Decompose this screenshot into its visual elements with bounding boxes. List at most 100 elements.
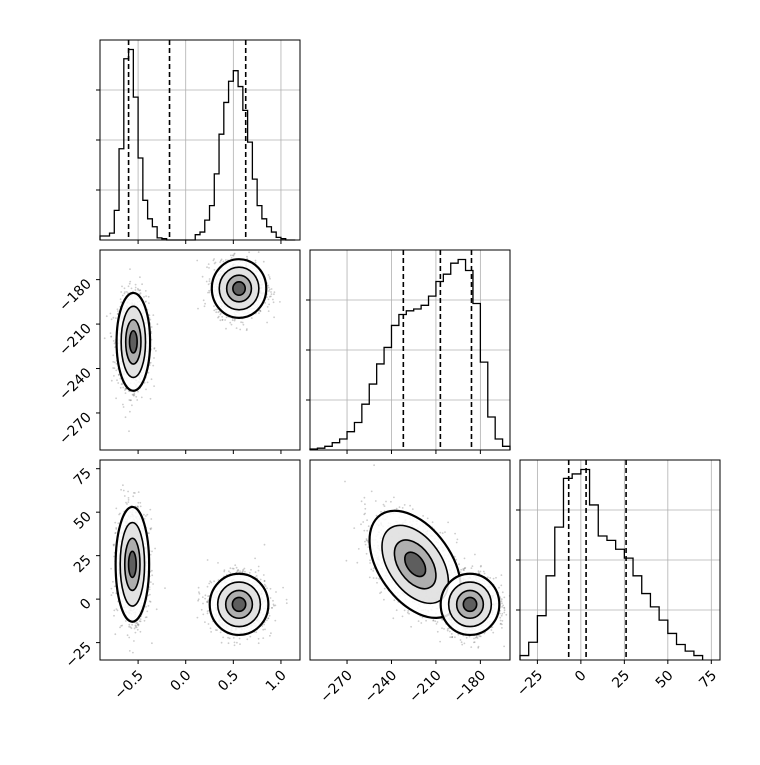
scatter-point [134, 492, 136, 494]
scatter-point [204, 303, 206, 305]
scatter-point [131, 288, 133, 290]
scatter-point [113, 375, 115, 377]
scatter-point [234, 564, 236, 566]
scatter-point [151, 378, 153, 380]
scatter-point [148, 372, 150, 374]
scatter-point [137, 502, 139, 504]
scatter-point [150, 518, 152, 520]
scatter-point [156, 608, 158, 610]
density-contours-0 [117, 293, 151, 391]
scatter-point [208, 263, 210, 265]
scatter-point [122, 404, 124, 406]
scatter-point [123, 406, 125, 408]
scatter-point [117, 522, 119, 524]
scatter-point [132, 495, 134, 497]
scatter-point [129, 650, 131, 652]
scatter-point [135, 284, 137, 286]
corner-plot-root [96, 40, 720, 664]
scatter-point [114, 361, 116, 363]
contour-level-3 [233, 282, 245, 295]
scatter-point [273, 293, 275, 295]
scatter-point [271, 288, 273, 290]
scatter-point [129, 283, 131, 285]
scatter-point [135, 289, 137, 291]
scatter-point [115, 317, 117, 319]
scatter-point [131, 624, 133, 626]
scatter-point [149, 319, 151, 321]
scatter-point [135, 632, 137, 634]
scatter-point [157, 323, 159, 325]
scatter-point [209, 580, 211, 582]
scatter-point [151, 326, 153, 328]
scatter-point [135, 396, 137, 398]
scatter-point [110, 568, 112, 570]
scatter-point [121, 383, 123, 385]
scatter-point [217, 311, 219, 313]
scatter-point [270, 296, 272, 298]
scatter-point [133, 393, 135, 395]
histogram-panel-1 [306, 250, 510, 454]
scatter-point [149, 589, 151, 591]
contour-level-3 [130, 331, 138, 353]
scatter-point [137, 289, 139, 291]
scatter-point [121, 625, 123, 627]
scatter-point [139, 502, 141, 504]
scatter-point [263, 261, 265, 263]
scatter-point [229, 322, 231, 324]
scatter-point [224, 319, 226, 321]
scatter-point [113, 556, 115, 558]
scatter-point [140, 506, 142, 508]
scatter-point [117, 610, 119, 612]
histogram-bars-2 [520, 470, 703, 660]
scatter-point [128, 626, 130, 628]
scatter-point [248, 251, 250, 253]
scatter-point [119, 627, 121, 629]
scatter-point [256, 575, 258, 577]
scatter-point [233, 253, 235, 255]
scatter-point [135, 287, 137, 289]
scatter-point [118, 514, 120, 516]
scatter-point [128, 497, 130, 499]
scatter-point [113, 317, 115, 319]
scatter-point [148, 302, 150, 304]
scatter-point [208, 267, 210, 269]
scatter-point [267, 306, 269, 308]
scatter-point [113, 340, 115, 342]
scatter-point [112, 354, 114, 356]
scatter-point [153, 357, 155, 359]
scatter-point [141, 283, 143, 285]
scatter-point [268, 287, 270, 289]
scatter-point [219, 319, 221, 321]
scatter-point [146, 514, 148, 516]
scatter-point [111, 588, 113, 590]
scatter-point [230, 255, 232, 257]
scatter-point [122, 484, 124, 486]
scatter-point [112, 361, 114, 363]
scatter-point [254, 558, 256, 560]
panel-content [104, 240, 281, 432]
scatter-point [269, 276, 271, 278]
scatter-point [148, 605, 150, 607]
scatter-point [145, 515, 147, 517]
scatter-point [114, 522, 116, 524]
scatter-point [114, 633, 116, 635]
scatter-point [262, 637, 264, 639]
scatter-point [153, 348, 155, 350]
scatter-point [128, 624, 130, 626]
scatter-point [120, 291, 122, 293]
scatter-point [129, 281, 131, 283]
scatter-point [125, 392, 127, 394]
scatter-point [143, 296, 145, 298]
histogram-panel-2 [516, 460, 720, 664]
scatter-point [267, 285, 269, 287]
scatter-point [139, 276, 141, 278]
scatter-point [209, 280, 211, 282]
scatter-point [146, 616, 148, 618]
scatter-point [111, 594, 113, 596]
scatter-point [243, 324, 245, 326]
scatter-point [115, 527, 117, 529]
scatter-point [131, 404, 133, 406]
scatter-point [140, 631, 142, 633]
scatter-point [271, 293, 273, 295]
scatter-point [112, 592, 114, 594]
